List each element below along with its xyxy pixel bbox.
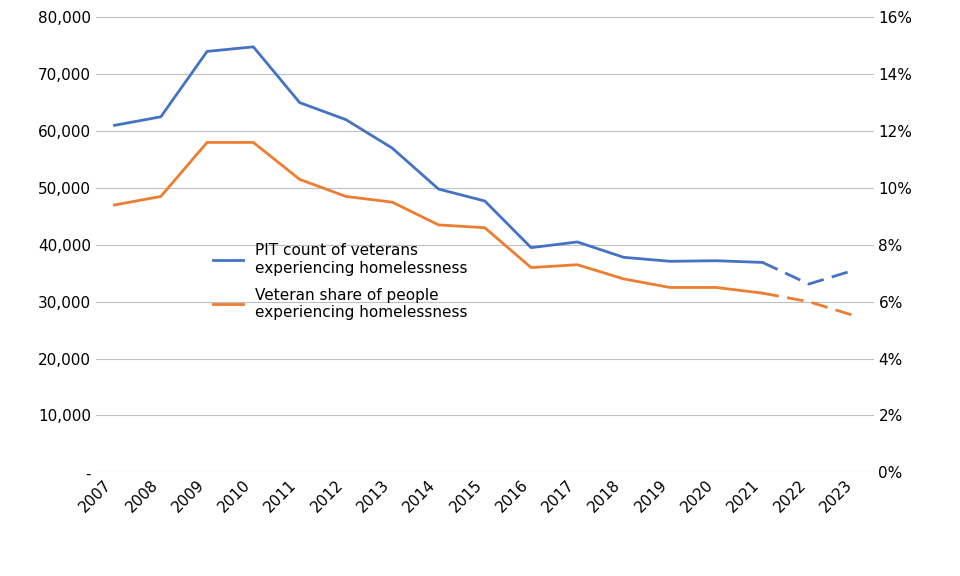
Line: PIT count of veterans
experiencing homelessness: PIT count of veterans experiencing homel… xyxy=(114,47,762,263)
PIT count of veterans
experiencing homelessness xyxy=(340,116,351,123)
Veteran share of people
experiencing homelessness xyxy=(618,275,630,282)
PIT count of veterans
experiencing homelessness xyxy=(294,99,305,106)
PIT count of veterans
experiencing homelessness xyxy=(156,113,167,120)
PIT count of veterans
experiencing homelessness xyxy=(571,238,583,245)
Veteran share of people
experiencing homelessness xyxy=(433,221,444,228)
PIT count of veterans
experiencing homelessness xyxy=(387,145,398,151)
PIT count of veterans
experiencing homelessness xyxy=(202,48,213,55)
PIT count of veterans
experiencing homelessness xyxy=(433,185,444,192)
PIT count of veterans
experiencing homelessness xyxy=(248,43,259,50)
PIT count of veterans
experiencing homelessness xyxy=(710,257,722,264)
Veteran share of people
experiencing homelessness xyxy=(479,224,491,231)
Veteran share of people
experiencing homelessness xyxy=(525,264,537,271)
PIT count of veterans
experiencing homelessness xyxy=(664,258,676,265)
PIT count of veterans
experiencing homelessness xyxy=(525,244,537,251)
Veteran share of people
experiencing homelessness xyxy=(756,290,768,297)
PIT count of veterans
experiencing homelessness xyxy=(756,259,768,266)
Line: Veteran share of people
experiencing homelessness: Veteran share of people experiencing hom… xyxy=(114,142,762,293)
Veteran share of people
experiencing homelessness xyxy=(710,284,722,291)
Veteran share of people
experiencing homelessness xyxy=(294,176,305,183)
PIT count of veterans
experiencing homelessness xyxy=(479,198,491,204)
PIT count of veterans
experiencing homelessness xyxy=(618,254,630,261)
Veteran share of people
experiencing homelessness xyxy=(156,193,167,200)
Veteran share of people
experiencing homelessness xyxy=(248,139,259,146)
Legend: PIT count of veterans
experiencing homelessness, Veteran share of people
experie: PIT count of veterans experiencing homel… xyxy=(212,243,468,320)
Veteran share of people
experiencing homelessness xyxy=(571,262,583,268)
PIT count of veterans
experiencing homelessness xyxy=(108,122,120,129)
Veteran share of people
experiencing homelessness xyxy=(387,199,398,206)
Veteran share of people
experiencing homelessness xyxy=(340,193,351,200)
Veteran share of people
experiencing homelessness xyxy=(108,202,120,209)
Veteran share of people
experiencing homelessness xyxy=(202,139,213,146)
Veteran share of people
experiencing homelessness xyxy=(664,284,676,291)
